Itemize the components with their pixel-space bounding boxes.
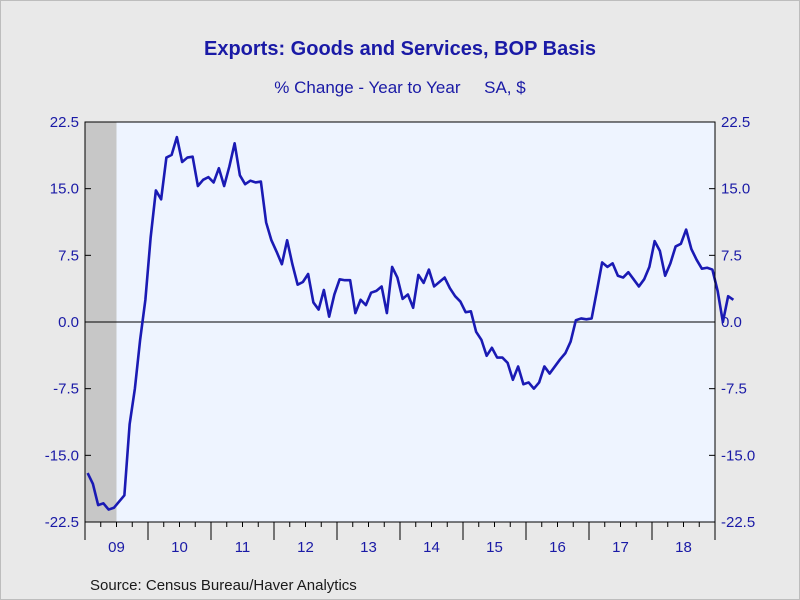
y-tick-label-right: 15.0 xyxy=(721,181,750,198)
y-tick-label-right: 0.0 xyxy=(721,314,742,331)
y-tick-label-left: -15.0 xyxy=(45,447,79,464)
y-tick-label-left: -22.5 xyxy=(45,514,79,531)
y-tick-label-left: -7.5 xyxy=(53,381,79,398)
x-year-label: 11 xyxy=(235,539,251,556)
y-tick-label-left: 7.5 xyxy=(58,247,79,264)
y-tick-label-left: 22.5 xyxy=(50,114,79,131)
x-year-label: 16 xyxy=(549,539,566,556)
plot-border xyxy=(84,121,716,523)
y-tick-label-left: 0.0 xyxy=(58,314,79,331)
x-year-label: 10 xyxy=(171,539,188,556)
x-year-label: 14 xyxy=(423,539,440,556)
x-year-label: 12 xyxy=(297,539,314,556)
axis-ticks xyxy=(84,121,716,540)
y-tick-label-right: -22.5 xyxy=(721,514,755,531)
series-line xyxy=(86,135,735,511)
x-year-label: 18 xyxy=(675,539,692,556)
axis-labels: 22.5 22.5 15.0 15.0 7.5 7.5 0.0 0.0 -7.5 -7.5 -15.… xyxy=(45,114,755,556)
x-year-label: 17 xyxy=(612,539,629,556)
x-year-label: 15 xyxy=(486,539,503,556)
x-year-label: 09 xyxy=(108,539,125,556)
source-note: Source: Census Bureau/Haver Analytics xyxy=(90,577,357,594)
chart-title: Exports: Goods and Services, BOP Basis xyxy=(204,38,596,60)
x-year-label: 13 xyxy=(360,539,377,556)
y-tick-label-right: -15.0 xyxy=(721,447,755,464)
chart-subtitle: % Change - Year to Year SA, $ xyxy=(274,78,526,97)
y-tick-label-left: 15.0 xyxy=(50,181,79,198)
y-tick-label-right: -7.5 xyxy=(721,381,747,398)
y-tick-label-right: 22.5 xyxy=(721,114,750,131)
y-tick-label-right: 7.5 xyxy=(721,247,742,264)
